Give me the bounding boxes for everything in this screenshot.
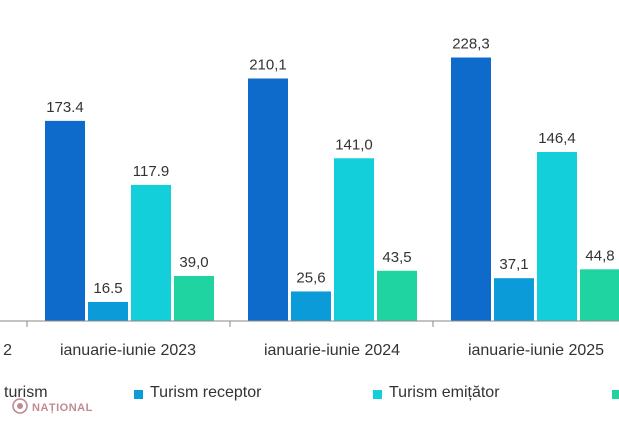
value-label-turism-receptor-3: 25,6 bbox=[296, 269, 325, 286]
legend-label-turism-receptor: Turism receptor bbox=[150, 384, 262, 401]
bar-turism-2 bbox=[45, 120, 85, 322]
bar-turism-4 bbox=[451, 57, 491, 321]
x-axis-tick-labels: 2 ianuarie-iunie 2023 ianuarie-iunie 2024 i… bbox=[3, 342, 604, 359]
bar-series-4-2 bbox=[174, 275, 214, 321]
bar-series-4-3 bbox=[377, 270, 417, 321]
bar-turism-emi-tor-2 bbox=[131, 184, 171, 321]
value-labels-layer: 173.4 210,1 228,3 16.5 25,6 37,1 117.9 141,0 146… bbox=[46, 36, 614, 297]
value-label-turism-4: 228,3 bbox=[452, 36, 490, 53]
legend-swatch-turism-receptor bbox=[134, 390, 143, 399]
value-label-series-4-3: 43,5 bbox=[382, 249, 411, 266]
watermark-logo-icon bbox=[12, 397, 28, 419]
value-label-turism-emi-tor-4: 146,4 bbox=[538, 130, 576, 147]
value-label-turism-receptor-2: 16.5 bbox=[93, 280, 122, 297]
x-tick-label-4: ianuarie-iunie 2025 bbox=[468, 342, 604, 359]
legend-label-turism-emitator: Turism emițător bbox=[389, 384, 500, 401]
x-tick-label-1: 2 bbox=[3, 342, 12, 359]
bar-turism-receptor-2 bbox=[88, 301, 128, 321]
value-label-turism-2: 173.4 bbox=[46, 99, 84, 116]
legend-label-turism: turism bbox=[4, 384, 48, 401]
bars-layer bbox=[45, 57, 619, 322]
bar-turism-3 bbox=[248, 78, 288, 321]
bar-series-4-4 bbox=[580, 269, 619, 321]
watermark: NAȚIONAL bbox=[12, 397, 93, 419]
x-axis-ticks bbox=[26, 321, 434, 327]
bar-turism-emi-tor-4 bbox=[537, 152, 577, 321]
legend-swatch-turism-emitator bbox=[373, 390, 382, 399]
value-label-series-4-2: 39,0 bbox=[179, 254, 208, 271]
x-tick-label-2: ianuarie-iunie 2023 bbox=[60, 342, 196, 359]
bar-turism-receptor-3 bbox=[291, 291, 331, 321]
x-tick-label-3: ianuarie-iunie 2024 bbox=[264, 342, 400, 359]
legend-swatch-series-4 bbox=[612, 390, 619, 399]
value-label-turism-emi-tor-3: 141,0 bbox=[335, 136, 373, 153]
value-label-turism-3: 210,1 bbox=[249, 57, 287, 74]
value-label-turism-receptor-4: 37,1 bbox=[499, 256, 528, 273]
watermark-text: NAȚIONAL bbox=[32, 402, 93, 414]
bar-turism-emi-tor-3 bbox=[334, 158, 374, 321]
bar-turism-receptor-4 bbox=[494, 278, 534, 321]
value-label-series-4-4: 44,8 bbox=[585, 247, 614, 264]
value-label-turism-emi-tor-2: 117.9 bbox=[133, 163, 169, 180]
